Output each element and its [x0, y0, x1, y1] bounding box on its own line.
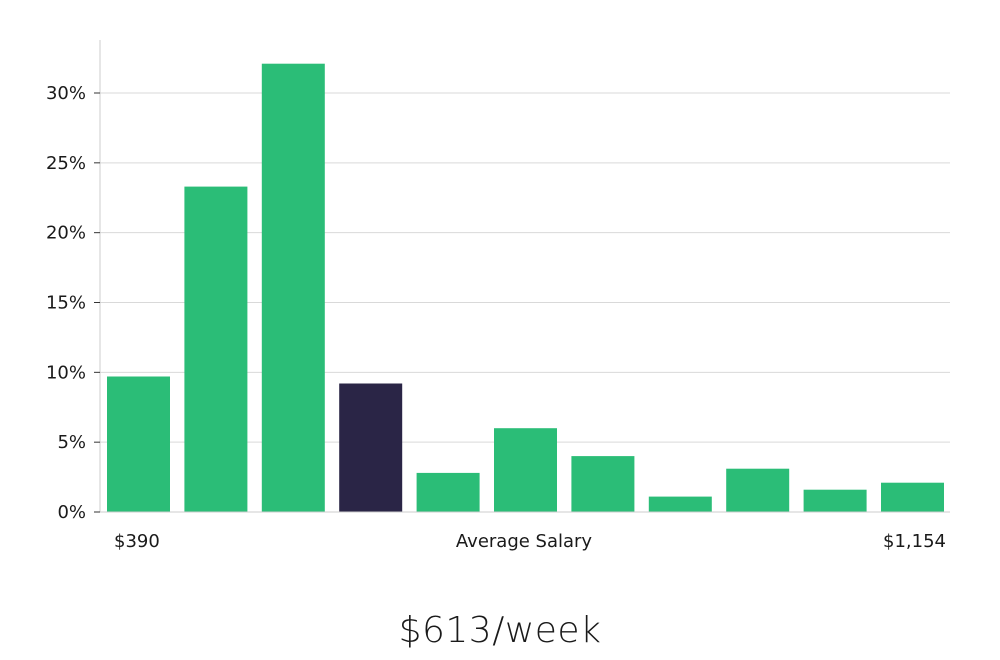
- bar: [726, 468, 790, 512]
- y-tick-labels: 0% 5% 10% 15% 20% 25% 30%: [46, 83, 100, 523]
- bar: [881, 482, 944, 512]
- bar: [416, 472, 480, 512]
- y-tick-label: 0%: [57, 502, 86, 523]
- bar: [107, 376, 170, 512]
- x-max-label: $1,154: [883, 531, 946, 552]
- y-tick-label: 30%: [46, 83, 86, 104]
- x-axis-title: Average Salary: [456, 531, 593, 552]
- average-salary-value: $613/week: [398, 610, 602, 651]
- salary-histogram: 0%5%10%15%20%25%30% $390 Average Salary …: [46, 40, 950, 552]
- y-tick-label: 15%: [46, 293, 86, 314]
- bar-highlighted: [339, 383, 403, 512]
- bar: [261, 63, 325, 512]
- y-tick-label: 25%: [46, 153, 86, 174]
- bar: [571, 456, 635, 512]
- bar: [184, 186, 248, 512]
- bar: [803, 489, 867, 512]
- bar: [494, 428, 557, 512]
- y-tick-label: 10%: [46, 362, 86, 383]
- bars: [107, 63, 944, 512]
- y-tick-label: 20%: [46, 223, 86, 244]
- x-min-label: $390: [114, 531, 160, 552]
- bar: [648, 496, 712, 512]
- y-tick-label: 5%: [57, 432, 86, 453]
- axes: [99, 40, 950, 513]
